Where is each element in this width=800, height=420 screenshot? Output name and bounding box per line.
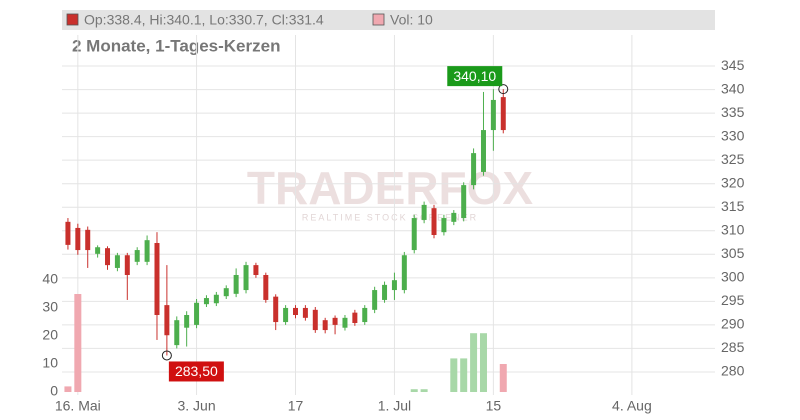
legend-swatch <box>372 13 385 26</box>
candle-body <box>164 305 170 336</box>
volume-bar <box>74 294 82 393</box>
candle-body <box>372 290 378 310</box>
candle-body <box>441 218 447 233</box>
y-tick-label: 280 <box>721 363 745 379</box>
legend-swatch <box>66 13 79 26</box>
candle-body <box>490 99 496 131</box>
volume-bar <box>450 358 458 393</box>
candle-body <box>342 317 348 328</box>
candle-body <box>105 248 111 266</box>
x-tick-label: 3. Jun <box>177 398 215 414</box>
candle-body <box>302 307 308 318</box>
candle-body <box>283 307 289 323</box>
annotation-marker <box>498 84 509 95</box>
candle-body <box>75 227 81 251</box>
candle-body <box>382 284 388 300</box>
header-bar <box>62 10 715 30</box>
volume-bar <box>64 386 72 393</box>
candle-body <box>500 97 506 131</box>
candle-body <box>273 296 279 323</box>
y2-tick-label: 30 <box>42 299 58 315</box>
watermark-sub: REALTIME STOCK SCREENER <box>302 212 478 222</box>
x-tick-label: 4. Aug <box>612 398 652 414</box>
x-tick-label: 1. Jul <box>378 398 411 414</box>
candle-body <box>223 288 229 297</box>
candle-body <box>144 240 150 262</box>
watermark: TRADERFOX <box>247 162 534 214</box>
y2-tick-label: 20 <box>42 327 58 343</box>
candle-body <box>233 275 239 294</box>
candle-body <box>65 221 71 245</box>
y2-tick-label: 10 <box>42 355 58 371</box>
candle-body <box>124 255 130 275</box>
candle-body <box>391 280 397 291</box>
candle-body <box>174 320 180 346</box>
subtitle: 2 Monate, 1-Tages-Kerzen <box>72 36 280 55</box>
y-tick-label: 285 <box>721 339 745 355</box>
candle-body <box>263 275 269 300</box>
candle-body <box>95 247 101 254</box>
x-tick-label: 17 <box>288 398 304 414</box>
candle-body <box>253 265 259 275</box>
x-tick-label: 15 <box>486 398 502 414</box>
candle-body <box>411 218 417 251</box>
candle-body <box>312 309 318 331</box>
annotation-marker <box>161 350 172 361</box>
y-tick-label: 315 <box>721 198 745 214</box>
volume-bar <box>420 389 428 393</box>
candle-body <box>471 153 477 186</box>
candle-body <box>362 307 368 323</box>
candle-body <box>134 250 140 262</box>
annotation-label: 283,50 <box>175 363 218 379</box>
annotation-box <box>447 66 503 87</box>
volume-bar <box>460 358 468 393</box>
candle-body <box>114 255 120 268</box>
y-tick-label: 320 <box>721 174 745 190</box>
volume-bar <box>479 333 487 393</box>
y-tick-label: 305 <box>721 245 745 261</box>
y-tick-label: 335 <box>721 104 745 120</box>
candle-body <box>352 312 358 323</box>
y-tick-label: 295 <box>721 292 745 308</box>
candle-body <box>332 317 338 325</box>
candle-body <box>480 130 486 172</box>
candle-body <box>85 229 91 251</box>
volume-label: Vol: 10 <box>390 12 433 28</box>
y-tick-label: 310 <box>721 221 745 237</box>
candle-body <box>461 185 467 219</box>
candle-body <box>292 307 298 315</box>
annotation-label: 340,10 <box>453 68 496 84</box>
candle-body <box>154 243 160 315</box>
volume-bar <box>410 389 418 393</box>
candle-body <box>213 294 219 304</box>
y-tick-label: 330 <box>721 127 745 143</box>
y-tick-label: 325 <box>721 151 745 167</box>
candle-body <box>431 208 437 235</box>
volume-bar <box>499 364 507 393</box>
annotation-box <box>168 361 224 382</box>
y2-tick-label: 0 <box>50 383 58 399</box>
candle-body <box>184 315 190 328</box>
candle-body <box>322 320 328 331</box>
y-tick-label: 340 <box>721 80 745 96</box>
y-tick-label: 300 <box>721 269 745 285</box>
x-tick-label: 16. Mai <box>55 398 101 414</box>
candle-body <box>401 255 407 291</box>
candle-body <box>451 212 457 222</box>
ohlc-label: Op:338.4, Hi:340.1, Lo:330.7, Cl:331.4 <box>84 12 324 28</box>
y2-tick-label: 40 <box>42 271 58 287</box>
candle-body <box>421 204 427 220</box>
candle-body <box>194 302 200 325</box>
candle-body <box>243 265 249 291</box>
y-tick-label: 345 <box>721 57 745 73</box>
y-tick-label: 290 <box>721 316 745 332</box>
candle-body <box>203 298 209 305</box>
volume-bar <box>470 333 478 393</box>
